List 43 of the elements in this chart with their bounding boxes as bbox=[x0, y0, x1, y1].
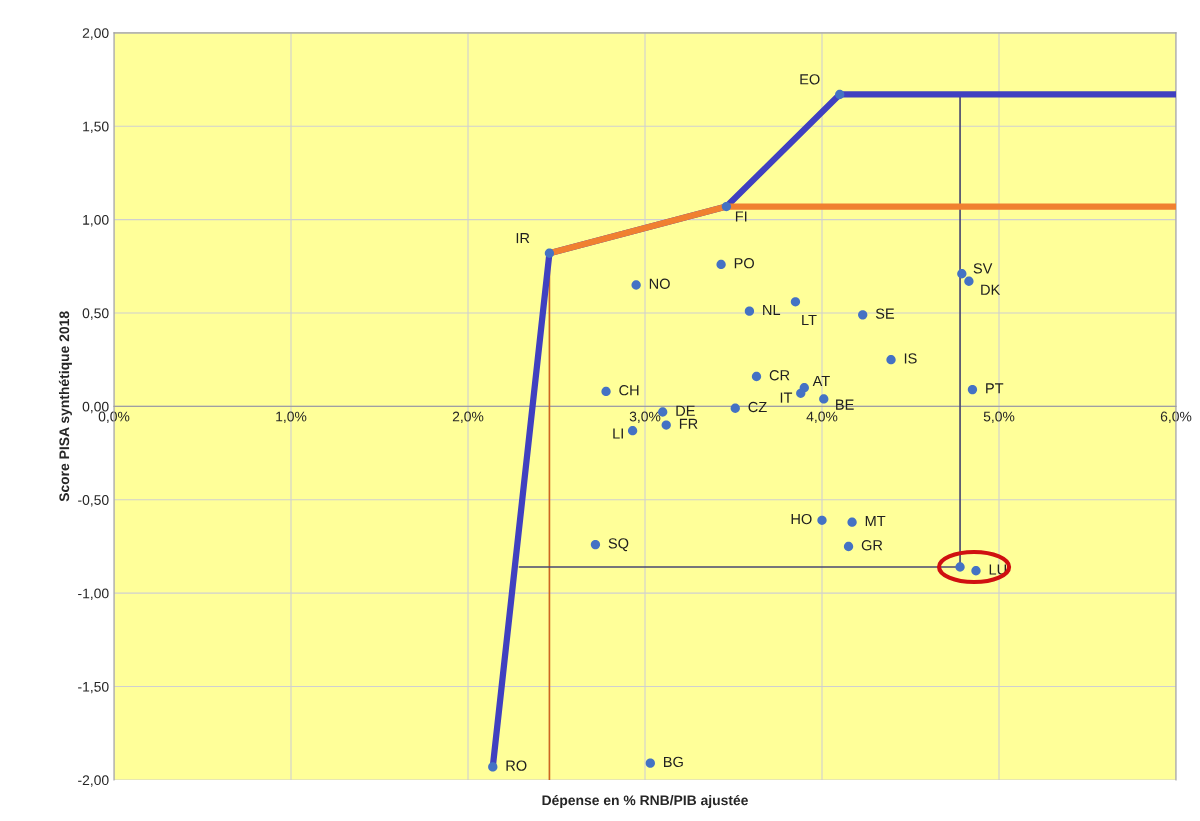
x-tick-label: 5,0% bbox=[983, 411, 1015, 424]
annotation: SV bbox=[973, 263, 993, 274]
y-tick-label: -1,50 bbox=[78, 681, 109, 694]
x-tick-label: 4,0% bbox=[806, 411, 838, 424]
annotation: BG bbox=[664, 756, 683, 768]
annotation: AT bbox=[812, 375, 830, 386]
annotation: NO bbox=[649, 278, 670, 289]
y-axis-title: Score PISA synthétique 2018 bbox=[58, 311, 72, 502]
annotation: SQ bbox=[608, 538, 629, 552]
annotation: IT bbox=[780, 392, 793, 403]
y-tick-label: -0,50 bbox=[78, 495, 109, 507]
y-tick-label: -1,00 bbox=[78, 588, 109, 600]
annotation: PT bbox=[986, 383, 1004, 394]
annotation: HO bbox=[791, 513, 812, 525]
annotation: CH bbox=[619, 385, 639, 396]
x-tick-label: 1,0% bbox=[276, 411, 307, 424]
annotation: CZ bbox=[748, 401, 767, 413]
y-tick-label: 2,00 bbox=[82, 28, 109, 40]
y-tick-label: 1,00 bbox=[83, 214, 109, 227]
annotation: LT bbox=[802, 314, 817, 326]
annotation: DK bbox=[981, 284, 1001, 295]
annotation: FI bbox=[735, 211, 747, 222]
x-tick-label: 6,0% bbox=[1160, 411, 1192, 424]
y-tick-label: -2,00 bbox=[78, 775, 109, 787]
annotation: FR bbox=[679, 418, 698, 429]
annotation: RO bbox=[506, 760, 527, 771]
annotation: EO bbox=[800, 74, 820, 85]
annotation: CR bbox=[769, 370, 790, 381]
annotation: SE bbox=[875, 308, 895, 319]
y-tick-label: 0,50 bbox=[82, 308, 109, 320]
x-tick-label: 3,0% bbox=[629, 411, 661, 424]
annotation: LI bbox=[613, 428, 623, 439]
annotation: DE bbox=[676, 405, 695, 416]
annotation: GR bbox=[861, 540, 883, 551]
annotation: NL bbox=[763, 304, 781, 315]
annotation: IR bbox=[516, 233, 530, 244]
annotation: IS bbox=[904, 353, 917, 364]
x-axis-title: Dépense en % RNB/PIB ajustée bbox=[542, 794, 748, 808]
y-tick-label: 1,50 bbox=[83, 121, 109, 134]
x-tick-label: 2,0% bbox=[452, 411, 484, 424]
annotation: BE bbox=[836, 399, 854, 410]
annotation: MT bbox=[865, 515, 886, 526]
annotation: PO bbox=[734, 258, 754, 269]
